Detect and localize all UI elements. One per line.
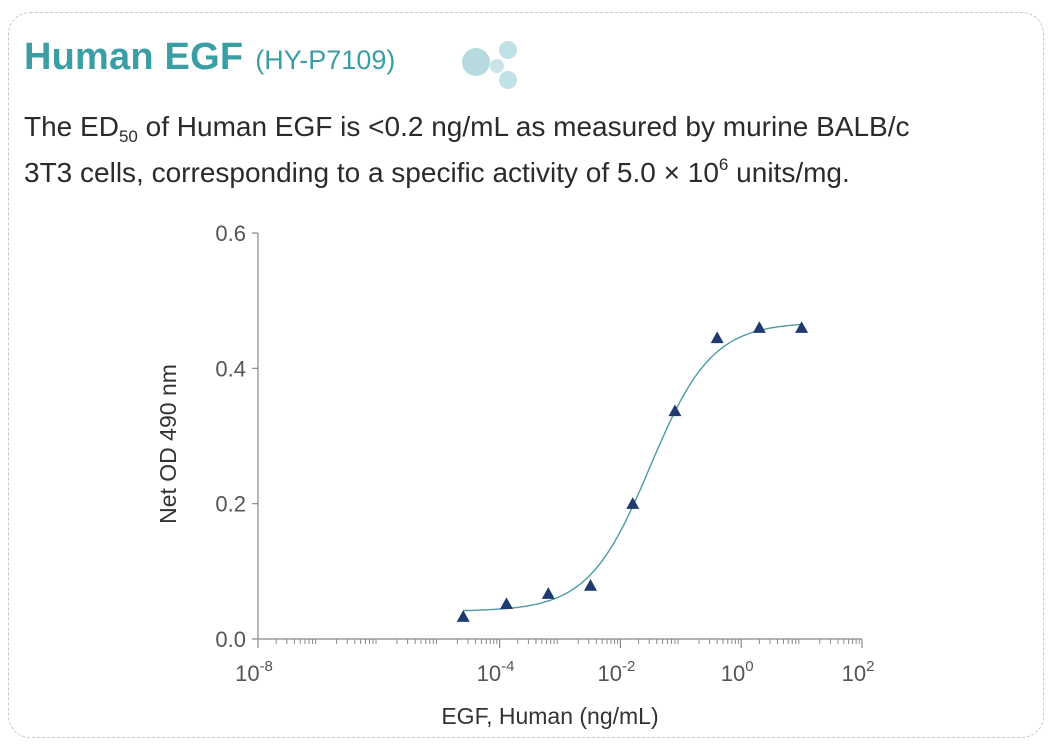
description-text-3: 3T3 cells, corresponding to a specific a… <box>24 157 719 188</box>
title-row: Human EGF (HY-P7109) <box>24 36 395 88</box>
x-tick-label: 102 <box>842 658 875 686</box>
y-tick-label: 0.6 <box>215 221 246 246</box>
product-card <box>8 12 1044 738</box>
description-subscript: 50 <box>118 127 138 146</box>
x-tick-label: 10-8 <box>235 658 273 686</box>
x-tick-label: 100 <box>721 658 754 686</box>
data-point <box>626 497 640 509</box>
description-superscript: 6 <box>718 155 729 174</box>
data-point <box>752 321 766 333</box>
x-axis-label: EGF, Human (ng/mL) <box>441 703 658 729</box>
fit-curve <box>463 323 802 612</box>
data-point <box>456 610 470 622</box>
description-text-4: units/mg. <box>728 157 850 188</box>
y-axis-label: Net OD 490 nm <box>155 364 181 524</box>
data-point <box>668 404 682 417</box>
description-text-2: of Human EGF is <0.2 ng/mL as measured b… <box>137 111 910 142</box>
y-tick-label: 0.4 <box>215 356 246 381</box>
data-point <box>584 579 598 591</box>
data-point <box>541 587 555 599</box>
x-tick-label: 10-4 <box>477 658 515 686</box>
data-point <box>710 331 724 344</box>
y-tick-label: 0.2 <box>215 492 246 517</box>
x-tick-label: 10-2 <box>597 658 635 686</box>
y-tick-label: 0.0 <box>215 627 246 652</box>
data-point <box>795 321 809 333</box>
product-title: Human EGF <box>24 36 244 78</box>
activity-description: The ED50 of Human EGF is <0.2 ng/mL as m… <box>24 104 1034 196</box>
description-text-1: The ED <box>24 111 119 142</box>
molecule-bubbles-icon <box>462 41 517 89</box>
data-point <box>499 597 513 610</box>
catalog-number: (HY-P7109) <box>255 45 396 75</box>
